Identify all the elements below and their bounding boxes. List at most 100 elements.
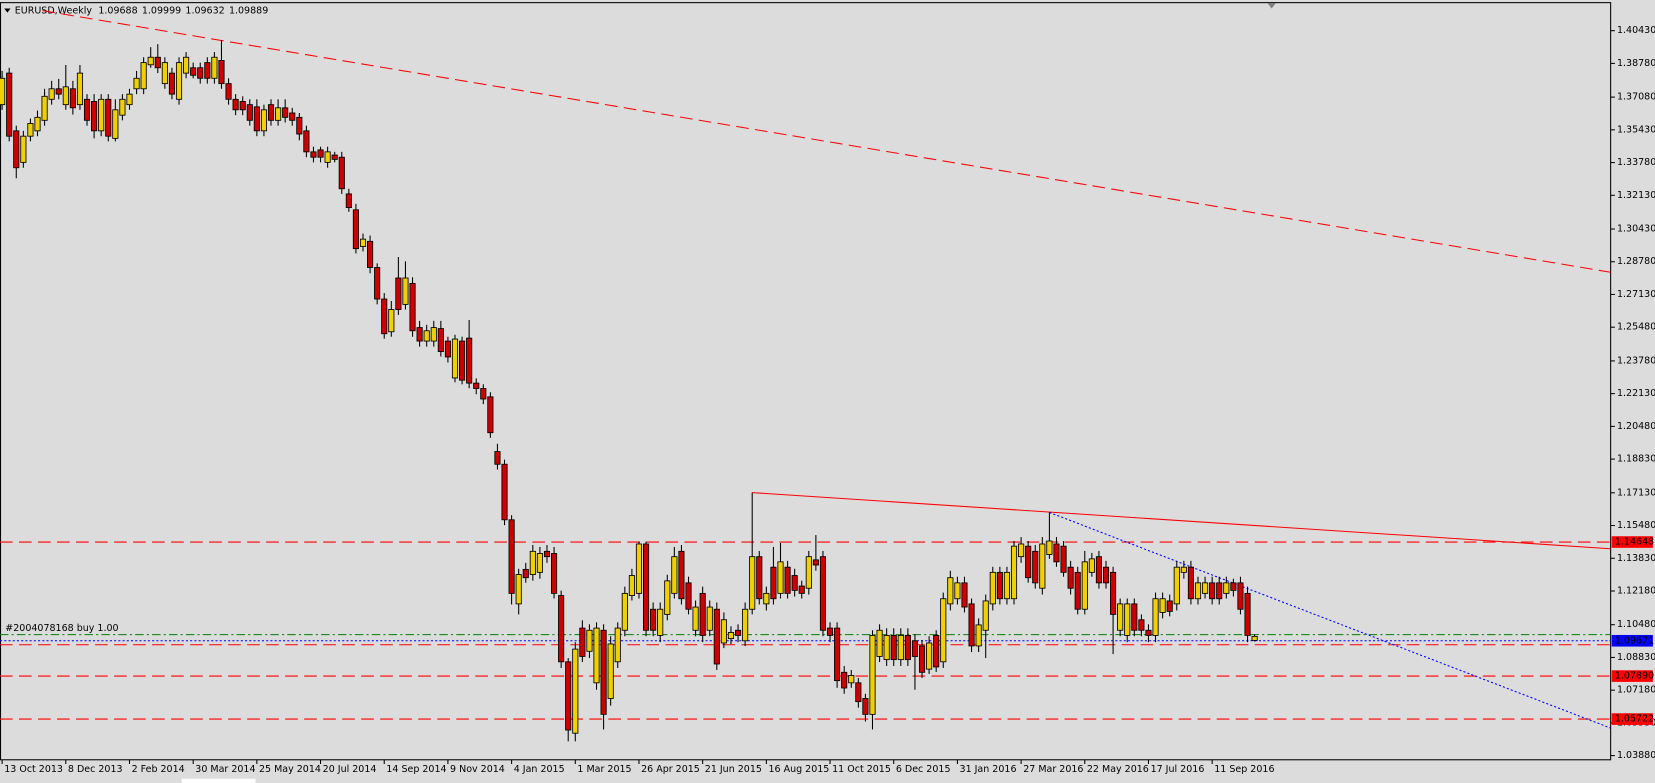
candle-body — [352, 209, 359, 250]
x-tick-label: 1 Mar 2015 — [577, 764, 631, 775]
x-tick-label: 16 Aug 2015 — [768, 764, 829, 775]
candle-body — [550, 553, 558, 594]
candle-body — [678, 550, 685, 600]
price-tag-label: 1.07890 — [1615, 671, 1654, 682]
candle-body — [749, 556, 756, 610]
candle-body — [975, 624, 982, 647]
candle-body — [586, 629, 593, 652]
menu-triangle — [4, 8, 11, 13]
candle-body — [572, 648, 579, 734]
candle-body — [968, 603, 975, 647]
candle-body — [706, 606, 713, 631]
candle-body — [444, 340, 451, 358]
candle-body — [565, 661, 572, 731]
candle-body — [614, 627, 621, 663]
candle-body — [345, 193, 352, 209]
candle-body — [671, 556, 678, 594]
candle-body — [961, 582, 968, 608]
x-tick-label: 6 Dec 2015 — [896, 764, 951, 775]
candle-body — [1117, 603, 1124, 631]
candle-body — [296, 116, 303, 135]
candle-body — [275, 107, 282, 121]
candle-body — [211, 56, 218, 79]
candle-body — [381, 298, 388, 335]
candle-body — [1223, 582, 1230, 594]
candle-body — [650, 608, 657, 631]
x-tick-label: 13 Oct 2013 — [4, 764, 63, 775]
candle-body — [819, 556, 827, 631]
candle-body — [359, 238, 367, 247]
y-tick-label: 1.15480 — [1617, 520, 1655, 531]
candle-body — [1230, 582, 1237, 591]
candle-body — [756, 556, 763, 600]
x-tick-label: 26 Apr 2015 — [641, 764, 700, 775]
candle-body — [225, 83, 232, 100]
candle-body — [1032, 550, 1039, 584]
header-low: 1.09632 — [185, 5, 224, 16]
candle-body — [911, 640, 919, 657]
candle-body — [1074, 571, 1081, 610]
candle-body — [62, 86, 69, 106]
plot-frame — [0, 2, 1612, 761]
x-tick-label: 31 Jan 2016 — [960, 764, 1017, 775]
candle-body — [642, 543, 650, 631]
candle-body — [904, 635, 911, 661]
candle-body — [1237, 582, 1244, 610]
scrollbar-thumb — [181, 778, 256, 783]
candle-body — [876, 629, 883, 657]
candle-body — [1180, 566, 1187, 573]
y-tick-label: 1.20480 — [1617, 421, 1655, 432]
candle-body — [48, 88, 55, 100]
candle-body — [763, 592, 770, 605]
price-tag-label: 1.09671 — [1615, 635, 1654, 646]
candle-body — [34, 116, 41, 132]
candle-body — [98, 98, 105, 132]
x-tick-label: 27 Mar 2016 — [1023, 764, 1083, 775]
candle-body — [522, 568, 529, 579]
candle-body — [685, 582, 692, 610]
candle-body — [558, 595, 565, 663]
candle-body — [798, 585, 805, 594]
candle-body — [1039, 543, 1046, 589]
candle-body — [699, 592, 706, 636]
y-tick-label: 1.17130 — [1617, 487, 1655, 498]
y-tick-label: 1.33780 — [1617, 157, 1655, 168]
candle-body — [1010, 545, 1018, 600]
candle-body — [1110, 571, 1117, 615]
y-tick-label: 1.18830 — [1617, 454, 1655, 465]
candle-body — [954, 582, 961, 600]
price-tag-label: 1.05722 — [1615, 714, 1654, 725]
candle-body — [27, 123, 34, 137]
candle-body — [331, 154, 338, 160]
candle-body — [1202, 582, 1209, 594]
candle-body — [119, 98, 126, 116]
y-tick-label: 1.37080 — [1617, 92, 1655, 103]
candle-body — [982, 600, 989, 631]
candle-body — [310, 151, 317, 158]
candle-body — [508, 519, 515, 594]
y-tick-label: 1.40430 — [1617, 25, 1655, 36]
candle-body — [727, 632, 735, 640]
candle-body — [1081, 561, 1088, 610]
y-tick-label: 1.12180 — [1617, 585, 1655, 596]
candle-body — [1216, 582, 1223, 600]
candle-body — [1251, 636, 1258, 641]
candle-body — [282, 107, 289, 118]
candle-body — [1138, 619, 1145, 631]
candle-body — [430, 327, 437, 342]
candle-body — [112, 109, 119, 139]
candle-body — [529, 550, 536, 575]
candle-body — [395, 277, 402, 310]
x-tick-label: 20 Jul 2014 — [323, 764, 377, 775]
candle-body — [473, 382, 480, 389]
trend-line — [752, 492, 1611, 550]
price-tag — [1611, 536, 1653, 548]
candle-body — [140, 62, 147, 90]
trend-line — [1049, 511, 1611, 729]
candle-body — [190, 67, 197, 76]
candle-body — [501, 463, 508, 521]
candle-body — [1166, 600, 1173, 612]
candle-body — [466, 337, 473, 384]
x-tick-label: 9 Nov 2014 — [450, 764, 505, 775]
candle-body — [105, 98, 112, 137]
